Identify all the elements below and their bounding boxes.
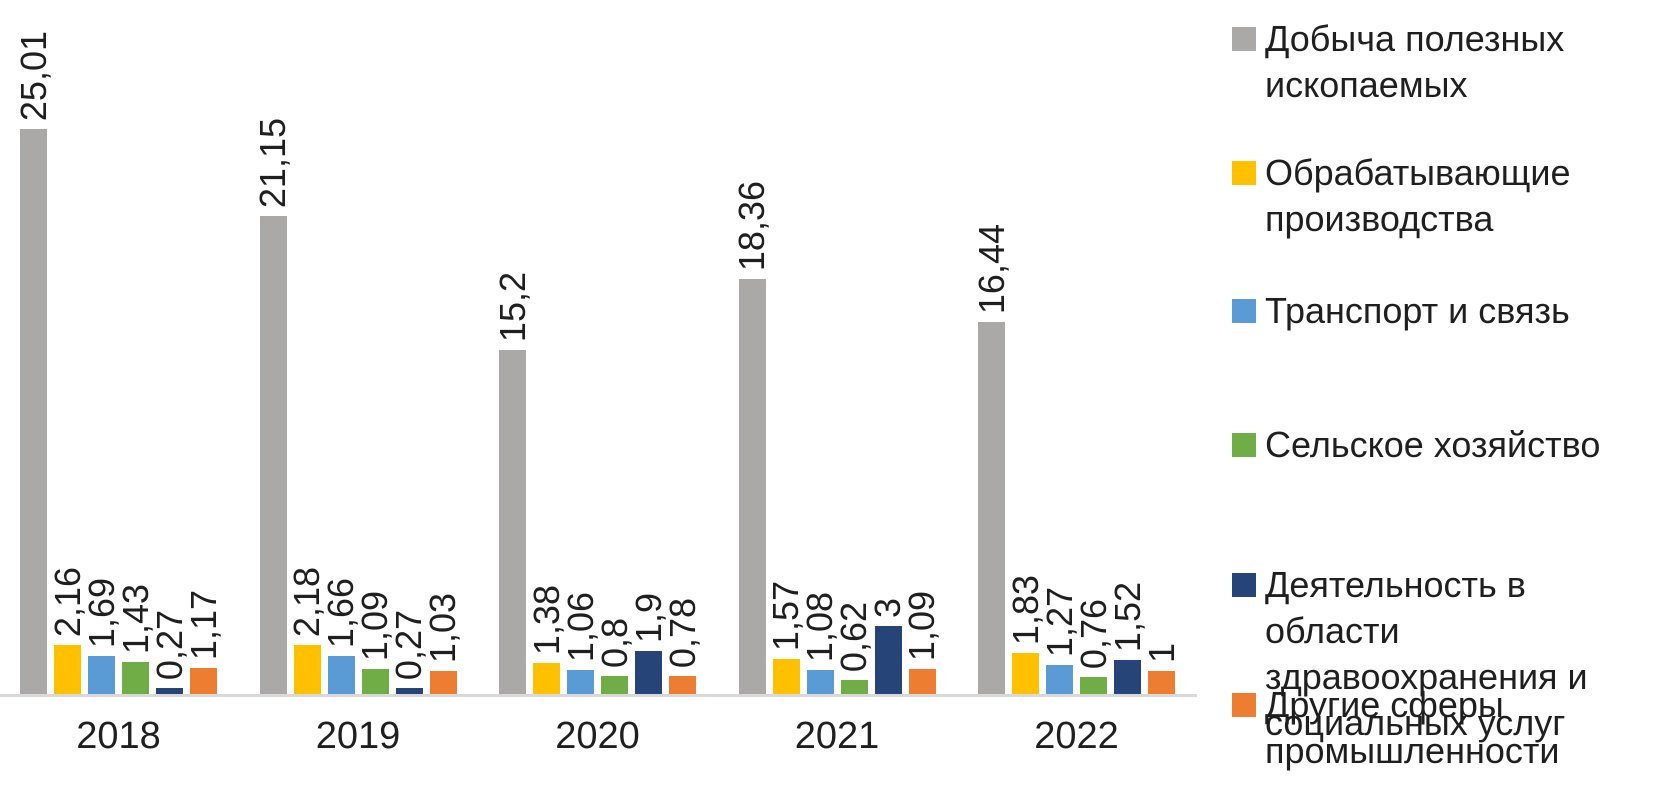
bar-value-label: 1,09	[901, 590, 942, 661]
bar-2022-series-4: 1,52	[1107, 582, 1148, 694]
legend-item-2: Транспорт и связь	[1232, 288, 1570, 334]
x-axis-label-2022: 2022	[1034, 715, 1119, 757]
bar-value-label: 15,2	[491, 271, 533, 342]
legend-swatch-icon	[1232, 433, 1256, 457]
bar-2018-series-0: 25,01	[13, 31, 54, 694]
x-axis-label-2019: 2019	[315, 715, 401, 757]
bar-value-label: 18,36	[731, 180, 772, 271]
legend-label: Добыча полезных ископаемых	[1265, 18, 1565, 105]
bar-2020-series-0: 15,2	[492, 272, 533, 694]
legend-item-1: Обрабатывающие производства	[1232, 150, 1651, 242]
bar-value-label: 1,03	[422, 592, 463, 663]
legend-item-3: Сельское хозяйство	[1232, 422, 1600, 468]
bar-2022-series-2: 1,27	[1039, 587, 1080, 694]
bar-2019-series-2: 1,66	[320, 578, 361, 694]
bar-group-2019: 21,15 2,18 1,66 1,09 0,27 1,03	[252, 118, 463, 694]
bar-2021-series-4: 3	[867, 598, 908, 694]
bar-group-2020: 15,2 1,38 1,06 0,8 1,9 0,78	[492, 272, 703, 694]
bar-2022-series-5: 1	[1141, 643, 1182, 694]
legend-swatch-icon	[1232, 161, 1256, 185]
bar-2020-series-2: 1,06	[560, 592, 601, 694]
bar-2019-series-4: 0,27	[388, 610, 429, 694]
bar-value-label: 1,52	[1106, 581, 1148, 652]
legend-label: Транспорт и связь	[1265, 290, 1570, 331]
bar-2018-series-2: 1,69	[81, 578, 122, 694]
bar-2018-series-4: 0,27	[149, 610, 190, 694]
bar-value-label: 21,15	[252, 117, 293, 208]
bar-value-label: 16,44	[970, 223, 1012, 314]
bar-2019-series-5: 1,03	[422, 593, 463, 694]
bar-2022-series-0: 16,44	[971, 224, 1012, 694]
legend-swatch-icon	[1232, 573, 1256, 597]
bar-value-label: 1	[1140, 642, 1182, 663]
legend-label: Сельское хозяйство	[1265, 424, 1601, 465]
bar-group-2018: 25,01 2,16 1,69 1,43 0,27 1,17	[13, 31, 224, 694]
legend-swatch-icon	[1232, 27, 1256, 51]
legend-item-4: Деятельность в области здравоохранения и…	[1232, 562, 1651, 746]
bar-2018-series-1: 2,16	[47, 567, 88, 694]
bar-2018-series-3: 1,43	[115, 584, 156, 694]
bar-2022-series-3: 0,76	[1073, 599, 1114, 694]
legend-item-0: Добыча полезных ископаемых	[1232, 16, 1651, 108]
legend-swatch-icon	[1232, 299, 1256, 323]
bar-2020-series-3: 0,8	[594, 618, 635, 694]
x-axis: 2018 2019 2020 2021 2022	[0, 697, 1197, 806]
bar-2020-series-1: 1,38	[526, 585, 567, 694]
x-axis-label-2021: 2021	[794, 715, 880, 757]
bar-2019-series-3: 1,09	[354, 591, 395, 694]
x-axis-label-2020: 2020	[555, 715, 640, 757]
chart-legend: Добыча полезных ископаемых Обрабатывающие…	[1232, 0, 1654, 806]
legend-label: Другие сферы промышленности	[1265, 684, 1560, 771]
bar-2021-series-0: 18,36	[731, 181, 772, 694]
bar-value-label: 1,17	[182, 589, 224, 660]
bar-2021-series-3: 0,62	[833, 602, 874, 694]
bar-group-2021: 18,36 1,57 1,08 0,62 3 1,09	[731, 181, 942, 694]
bar-2020-series-5: 0,78	[662, 598, 703, 694]
bar-2021-series-2: 1,08	[799, 592, 840, 694]
bar-2022-series-1: 1,83	[1005, 575, 1046, 694]
bar-2019-series-1: 2,18	[286, 567, 327, 694]
bar-2019-series-0: 21,15	[252, 118, 293, 694]
bar-group-2022: 16,44 1,83 1,27 0,76 1,52 1	[971, 224, 1182, 694]
bar-2020-series-4: 1,9	[628, 593, 669, 694]
legend-item-5: Другие сферы промышленности	[1232, 682, 1651, 774]
bar-value-label: 25,01	[12, 30, 54, 121]
legend-label: Деятельность в области здравоохранения и…	[1265, 564, 1588, 743]
bar-2018-series-5: 1,17	[183, 590, 224, 694]
bar-value-label: 0,78	[661, 597, 703, 668]
plot-area: 25,01 2,16 1,69 1,43 0,27 1,17 21,15 2,18 1,66 1,…	[0, 31, 1197, 697]
bar-2021-series-5: 1,09	[901, 591, 942, 694]
x-axis-label-2018: 2018	[76, 715, 161, 757]
bar-2021-series-1: 1,57	[765, 581, 806, 694]
x-axis-line	[0, 694, 1197, 697]
legend-label: Обрабатывающие производства	[1265, 152, 1571, 239]
legend-swatch-icon	[1232, 693, 1256, 717]
